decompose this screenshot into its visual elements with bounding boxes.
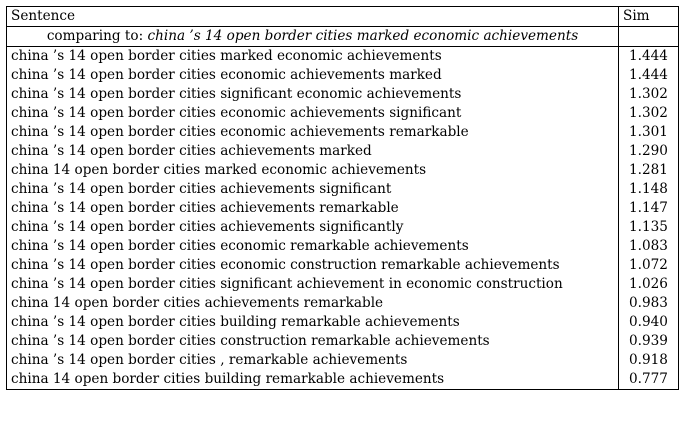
- sentence-cell: china ’s 14 open border cities significa…: [6, 275, 619, 294]
- table-row: china ’s 14 open border cities , remarka…: [6, 351, 679, 370]
- sim-cell: 1.301: [618, 123, 679, 142]
- sim-cell: 1.444: [618, 66, 679, 85]
- table-row: china 14 open border cities marked econo…: [6, 161, 679, 180]
- table-row: china ’s 14 open border cities achieveme…: [6, 218, 679, 237]
- sim-cell: 1.072: [618, 256, 679, 275]
- sim-cell: 1.302: [618, 85, 679, 104]
- sim-cell: 1.148: [618, 180, 679, 199]
- sentence-cell: china ’s 14 open border cities marked ec…: [6, 46, 619, 66]
- table-row: china ’s 14 open border cities economic …: [6, 104, 679, 123]
- sim-column-header: Sim: [618, 6, 679, 27]
- table-row: china ’s 14 open border cities achieveme…: [6, 180, 679, 199]
- sim-cell: 0.777: [618, 370, 679, 390]
- table-row: china ’s 14 open border cities economic …: [6, 123, 679, 142]
- sim-cell: 1.444: [618, 46, 679, 66]
- table-row: china ’s 14 open border cities construct…: [6, 332, 679, 351]
- sentence-cell: china ’s 14 open border cities significa…: [6, 85, 619, 104]
- table-row: china ’s 14 open border cities building …: [6, 313, 679, 332]
- sentence-cell: china ’s 14 open border cities economic …: [6, 123, 619, 142]
- header-row: Sentence Sim: [6, 6, 679, 27]
- table-row: china ’s 14 open border cities marked ec…: [6, 46, 679, 66]
- comparing-query: china ’s 14 open border cities marked ec…: [147, 28, 579, 44]
- sentence-cell: china ’s 14 open border cities economic …: [6, 66, 619, 85]
- sim-cell: 0.940: [618, 313, 679, 332]
- sentence-cell: china 14 open border cities achievements…: [6, 294, 619, 313]
- comparing-sim-cell: [618, 26, 679, 47]
- sim-cell: 1.281: [618, 161, 679, 180]
- table-body: china ’s 14 open border cities marked ec…: [6, 46, 679, 390]
- table-row: china ’s 14 open border cities economic …: [6, 66, 679, 85]
- table-row: china ’s 14 open border cities economic …: [6, 256, 679, 275]
- sentence-cell: china ’s 14 open border cities achieveme…: [6, 218, 619, 237]
- table-row: china ’s 14 open border cities significa…: [6, 85, 679, 104]
- similarity-table: Sentence Sim comparing to: china ’s 14 o…: [6, 6, 679, 390]
- table-row: china ’s 14 open border cities achieveme…: [6, 142, 679, 161]
- sentence-cell: china ’s 14 open border cities economic …: [6, 256, 619, 275]
- sentence-cell: china 14 open border cities marked econo…: [6, 161, 619, 180]
- comparing-row: comparing to: china ’s 14 open border ci…: [6, 26, 679, 47]
- table-row: china ’s 14 open border cities significa…: [6, 275, 679, 294]
- table-row: china ’s 14 open border cities economic …: [6, 237, 679, 256]
- table-row: china 14 open border cities achievements…: [6, 294, 679, 313]
- sim-cell: 1.083: [618, 237, 679, 256]
- sentence-cell: china 14 open border cities building rem…: [6, 370, 619, 390]
- sentence-cell: china ’s 14 open border cities achieveme…: [6, 142, 619, 161]
- sim-cell: 1.290: [618, 142, 679, 161]
- sentence-cell: china ’s 14 open border cities achieveme…: [6, 180, 619, 199]
- sim-cell: 1.147: [618, 199, 679, 218]
- sentence-cell: china ’s 14 open border cities achieveme…: [6, 199, 619, 218]
- sim-cell: 0.918: [618, 351, 679, 370]
- sim-cell: 1.135: [618, 218, 679, 237]
- sim-cell: 1.302: [618, 104, 679, 123]
- sentence-cell: china ’s 14 open border cities construct…: [6, 332, 619, 351]
- table-row: china ’s 14 open border cities achieveme…: [6, 199, 679, 218]
- sentence-cell: china ’s 14 open border cities economic …: [6, 104, 619, 123]
- sim-cell: 0.983: [618, 294, 679, 313]
- sentence-cell: china ’s 14 open border cities economic …: [6, 237, 619, 256]
- comparing-prefix: comparing to:: [46, 28, 144, 44]
- sim-cell: 0.939: [618, 332, 679, 351]
- sim-cell: 1.026: [618, 275, 679, 294]
- sentence-cell: china ’s 14 open border cities , remarka…: [6, 351, 619, 370]
- sentence-column-header: Sentence: [6, 6, 619, 27]
- sentence-cell: china ’s 14 open border cities building …: [6, 313, 619, 332]
- comparing-cell: comparing to: china ’s 14 open border ci…: [6, 26, 619, 47]
- table-row: china 14 open border cities building rem…: [6, 370, 679, 390]
